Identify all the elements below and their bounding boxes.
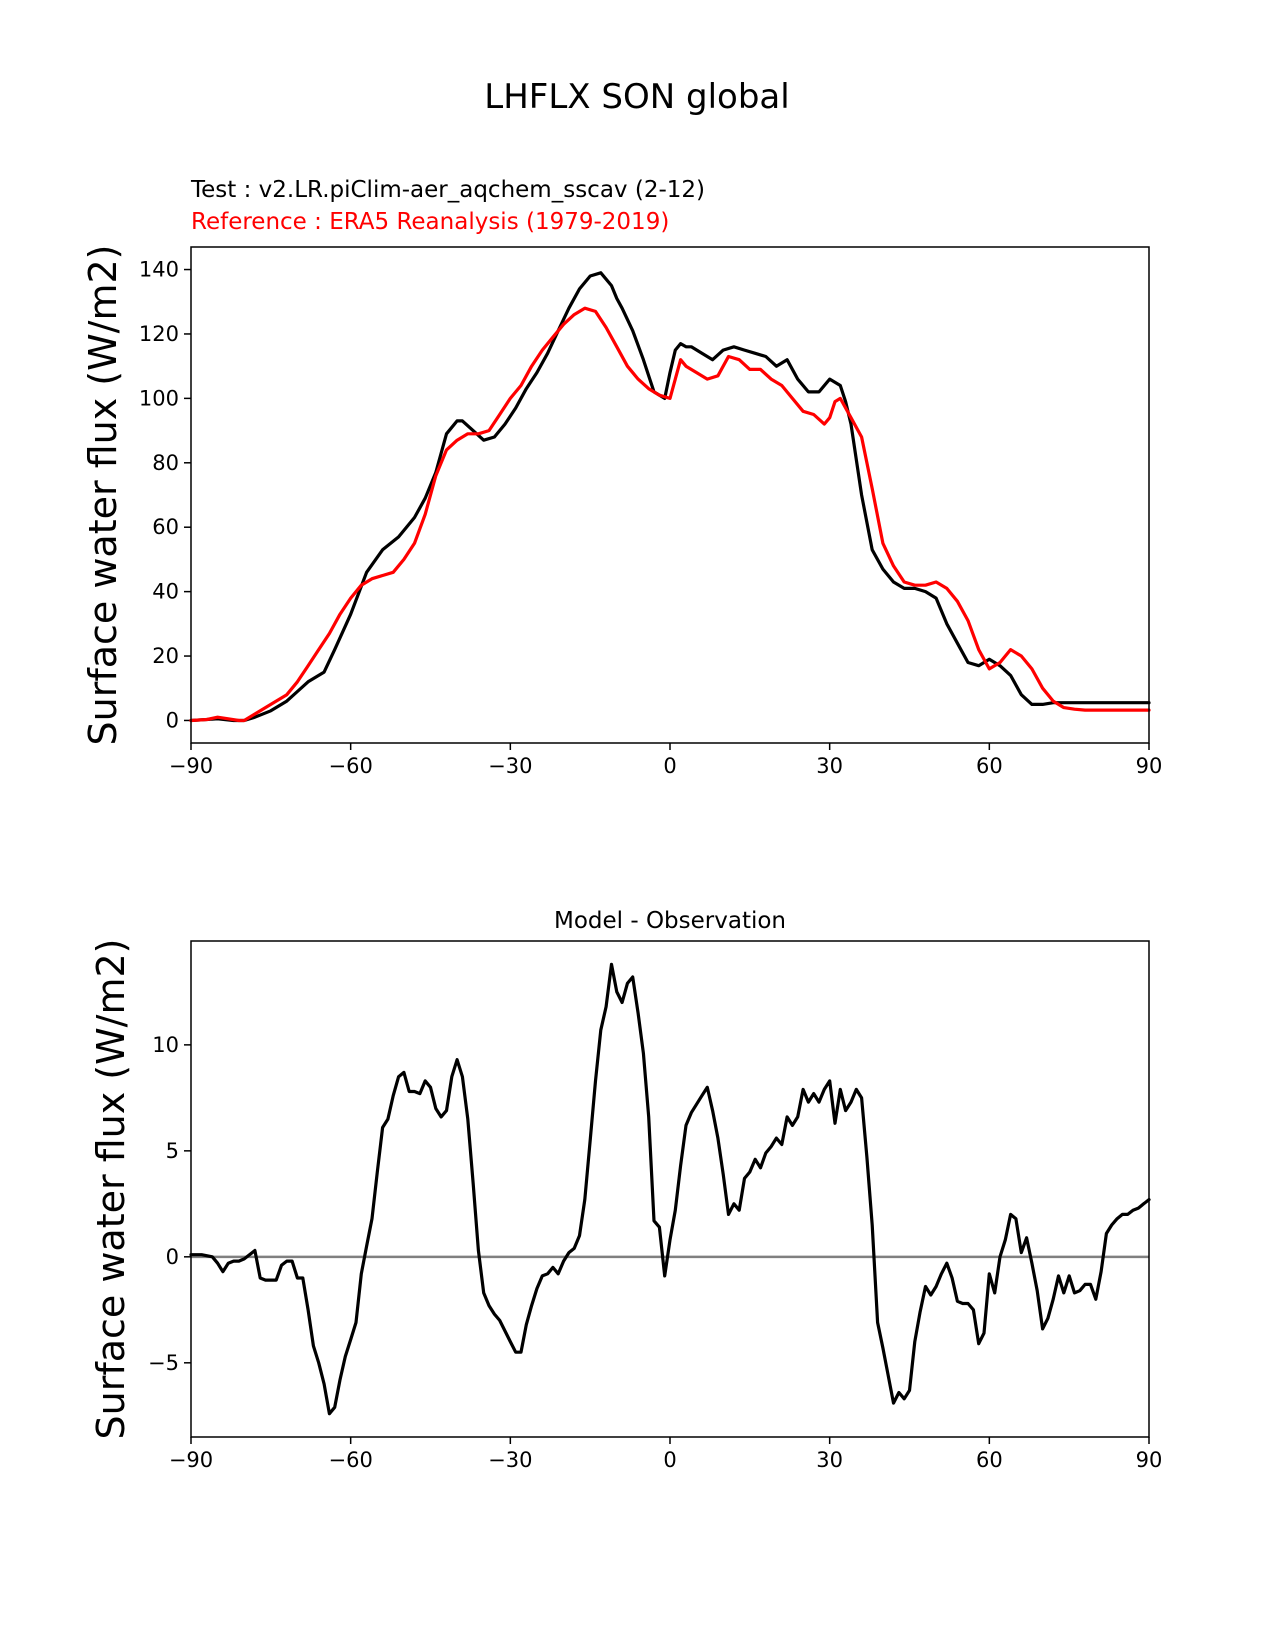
bottom-axes-frame: [190, 940, 1150, 1438]
top-xtick-label: 30: [816, 754, 843, 778]
top-ytick-label: 140: [139, 258, 179, 282]
test-label: Test : v2.LR.piClim-aer_aqchem_sscav (2-…: [190, 177, 705, 203]
bottom-xtick-label: 0: [663, 1448, 676, 1472]
figure-title: LHFLX SON global: [484, 77, 789, 117]
bottom-panel: Model - Observation −90 −60 −30 0 30 60 90 −5 0 5…: [89, 908, 1162, 1472]
bottom-xtick-label: 90: [1136, 1448, 1163, 1472]
bottom-ytick-label: 0: [166, 1245, 179, 1269]
top-axes-frame: [190, 246, 1150, 744]
top-xtick-label: 90: [1136, 754, 1163, 778]
bottom-xtick-label: −30: [488, 1448, 532, 1472]
bottom-xtick-label: −60: [329, 1448, 373, 1472]
bottom-series-difference: [189, 962, 1151, 1416]
top-xtick-label: −60: [329, 754, 373, 778]
bottom-title: Model - Observation: [554, 908, 786, 934]
top-xtick-label: −90: [169, 754, 213, 778]
top-xtick-label: −30: [488, 754, 532, 778]
reference-label: Reference : ERA5 Reanalysis (1979-2019): [191, 209, 669, 235]
bottom-xtick-label: −90: [169, 1448, 213, 1472]
bottom-xtick-label: 30: [816, 1448, 843, 1472]
top-ytick-label: 20: [152, 644, 179, 668]
top-ytick-label: 60: [152, 515, 179, 539]
top-plot-area: −90 −60 −30 0 30 60 90 0 20 40 60 80 100 120 140: [139, 258, 1162, 778]
bottom-ylabel: Surface water flux (W/m2): [89, 939, 133, 1440]
top-panel: Test : v2.LR.piClim-aer_aqchem_sscav (2-…: [81, 177, 1162, 778]
bottom-ytick-label: −5: [148, 1351, 179, 1375]
top-ytick-label: 0: [166, 708, 179, 732]
top-ytick-label: 40: [152, 580, 179, 604]
bottom-plot-area: −90 −60 −30 0 30 60 90 −5 0 5 10: [148, 962, 1163, 1472]
top-xtick-label: 60: [976, 754, 1003, 778]
top-series-test: [189, 271, 1151, 723]
top-ytick-label: 80: [152, 451, 179, 475]
top-ytick-label: 120: [139, 322, 179, 346]
bottom-ytick-label: 5: [166, 1139, 179, 1163]
top-series-reference: [189, 306, 1151, 723]
top-xtick-label: 0: [663, 754, 676, 778]
top-ytick-label: 100: [139, 386, 179, 410]
top-ylabel: Surface water flux (W/m2): [81, 245, 125, 746]
bottom-xtick-label: 60: [976, 1448, 1003, 1472]
bottom-ytick-label: 10: [152, 1033, 179, 1057]
